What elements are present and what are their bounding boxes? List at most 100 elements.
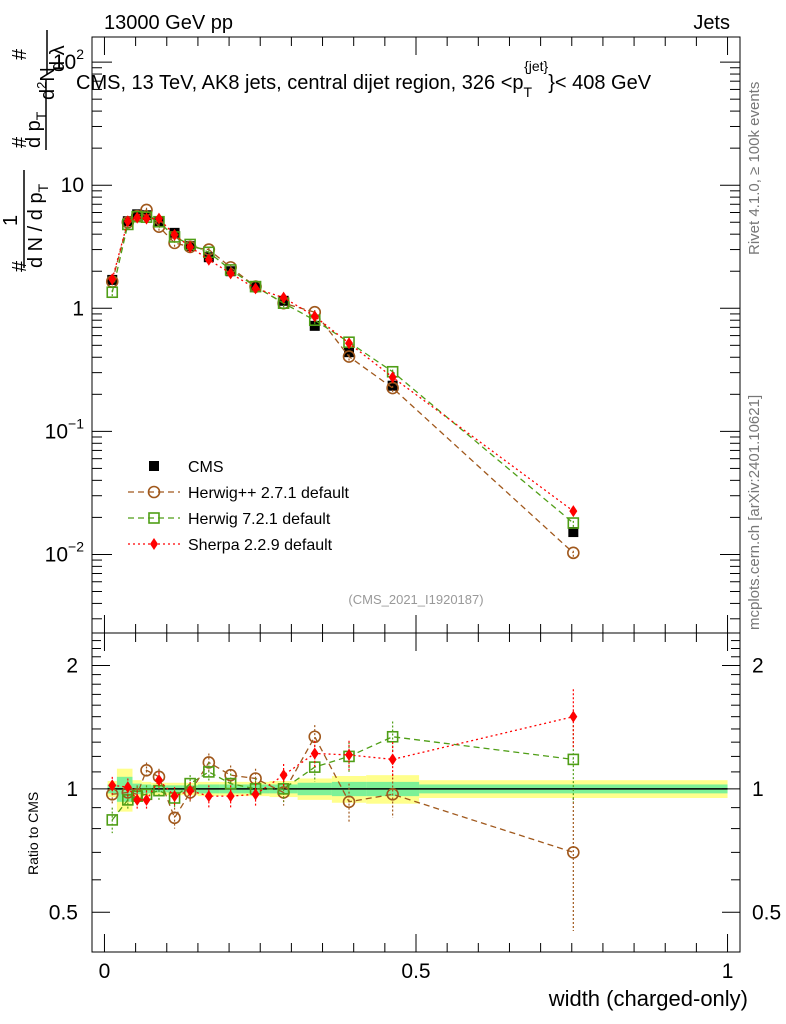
y-label-hash-1: # (9, 260, 31, 272)
series-point-3 (142, 212, 151, 225)
ratio-point-3 (279, 769, 288, 782)
plot-title: CMS, 13 TeV, AK8 jets, central dijet reg… (76, 58, 652, 100)
x-tick-label: 0 (99, 960, 111, 983)
ratio-point-3 (123, 781, 132, 794)
ratio-y-tick-label-right: 2 (752, 654, 764, 677)
series-line-1 (111, 209, 574, 554)
energy-label: 13000 GeV pp (104, 12, 233, 34)
series-point-2 (106, 286, 119, 299)
series-point-3 (123, 215, 132, 228)
y-label-hash-2: # (9, 136, 31, 148)
legend-label: Herwig 7.2.1 default (188, 511, 331, 528)
series-point-3 (388, 371, 397, 384)
ratio-point-3 (251, 788, 260, 801)
series-point-0 (387, 380, 398, 391)
plot-title-sub: T (524, 84, 533, 100)
ratio-point-1 (567, 846, 580, 859)
plot-title-sup: {jet} (524, 58, 548, 74)
ratio-point-3 (154, 774, 163, 787)
ratio-point-3 (133, 793, 142, 806)
rivet-version-label: Rivet 4.1.0, ≥ 100k events (746, 82, 763, 255)
ratio-point-1 (168, 811, 181, 825)
ratio-y-tick-label: 1 (66, 778, 78, 801)
tick-base: 1 (72, 297, 84, 320)
tick-base: 10 (53, 51, 76, 74)
main-y-tick-label: 10−2 (45, 538, 85, 566)
ratio-point-1 (386, 787, 399, 801)
main-y-tick-label: 10−1 (45, 415, 85, 443)
ratio-point-2 (567, 753, 580, 766)
ratio-y-tick-label: 2 (66, 654, 78, 677)
y-label-num: d pT (23, 111, 49, 148)
series-point-3 (345, 337, 354, 350)
legend-label: Herwig++ 2.7.1 default (188, 485, 350, 502)
legend-marker (150, 538, 158, 550)
series-point-3 (133, 211, 142, 224)
ratio-point-3 (204, 790, 213, 803)
y-label-one: 1 (0, 215, 22, 226)
series-point-3 (186, 240, 195, 253)
ratio-point-2 (277, 783, 290, 795)
x-axis-label: width (charged-only) (548, 986, 748, 1011)
series-point-1 (567, 546, 580, 560)
series-point-3 (226, 267, 235, 280)
series-line-3 (111, 216, 574, 512)
ratio-point-2 (386, 730, 399, 743)
series-point-3 (279, 291, 288, 304)
ratio-point-1 (308, 730, 322, 744)
series-point-3 (251, 282, 260, 295)
tick-exponent: 2 (76, 46, 84, 62)
y-label-hash-3: # (9, 48, 31, 60)
ratio-point-2 (106, 814, 119, 826)
ratio-point-3 (388, 753, 397, 766)
legend-marker (149, 461, 159, 471)
main-y-tick-label: 10 (61, 174, 84, 197)
series-line-2 (111, 216, 574, 524)
ratio-point-3 (569, 710, 578, 723)
y-label-dlambda: d λ (47, 45, 69, 72)
ratio-point-3 (226, 790, 235, 803)
series-point-0 (344, 347, 355, 358)
ratio-point-1 (224, 768, 237, 782)
legend-label: Sherpa 2.2.9 default (188, 537, 333, 554)
tick-exponent: −1 (68, 415, 84, 431)
ratio-point-3 (170, 790, 179, 803)
ratio-point-3 (186, 784, 195, 797)
x-tick-label: 1 (722, 960, 734, 983)
series-point-3 (204, 253, 213, 266)
series-point-3 (154, 212, 163, 225)
main-y-axis-label: # 1 d N / d pT # d pT # d2N d λ (0, 30, 69, 272)
series-point-3 (108, 273, 117, 286)
y-label-denom: d N / d pT (25, 183, 51, 268)
y-label-d2n: d2N (34, 67, 59, 100)
ratio-y-tick-label: 0.5 (49, 901, 78, 924)
plot-title-end: }< 408 GeV (548, 72, 652, 94)
ratio-y-tick-label-right: 1 (752, 778, 764, 801)
series-point-0 (568, 527, 579, 538)
ratio-y-tick-label-right: 0.5 (752, 901, 781, 924)
ratio-point-2 (224, 777, 237, 790)
legend-marker (148, 512, 160, 524)
group-label: Jets (693, 12, 730, 34)
main-y-tick-label: 102 (53, 46, 84, 74)
ratio-point-3 (310, 747, 319, 760)
legend-label: CMS (188, 459, 224, 476)
series-point-3 (569, 505, 578, 518)
series-point-1 (342, 350, 356, 363)
tick-base: 10 (61, 174, 84, 197)
ratio-panel: 0.5 0.5 1 1 2 2 0 0.5 1 (49, 632, 781, 983)
x-tick-label: 0.5 (401, 960, 430, 983)
series-point-2 (567, 517, 580, 529)
tick-exponent: −2 (68, 538, 84, 554)
ratio-point-1 (140, 763, 153, 777)
ratio-point-1 (342, 795, 356, 809)
ratio-point-2 (203, 766, 215, 778)
ratio-y-axis-label: Ratio to CMS (25, 792, 41, 875)
legend-marker (147, 485, 161, 499)
main-y-tick-label: 1 (72, 297, 84, 320)
plot-title-main: CMS, 13 TeV, AK8 jets, central dijet reg… (76, 72, 524, 94)
mcplots-label: mcplots.cern.ch [arXiv:2401.10621] (746, 395, 763, 630)
ratio-point-3 (142, 793, 151, 806)
